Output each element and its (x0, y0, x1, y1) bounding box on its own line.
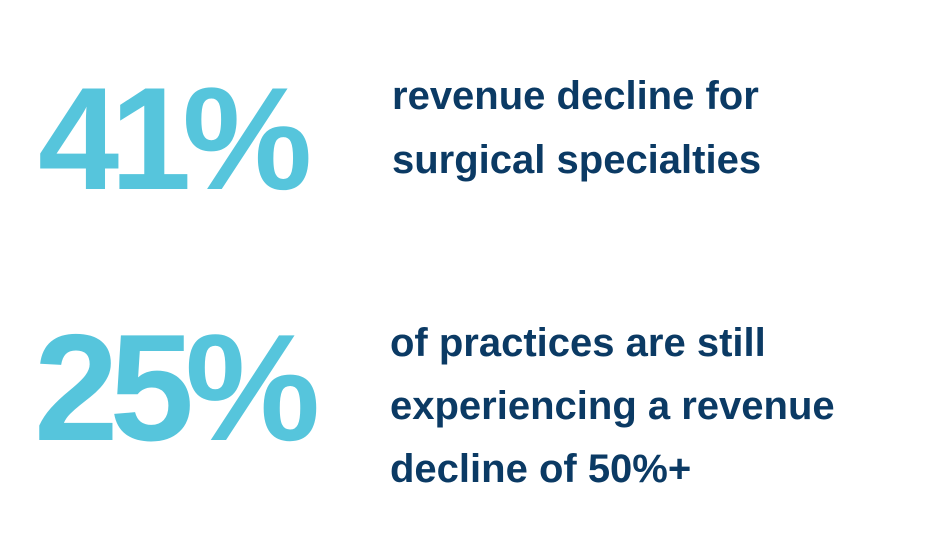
stat-description: surgical specialties (392, 138, 762, 182)
stat-description: revenue decline for (392, 74, 759, 118)
stat-value: 41% (38, 57, 312, 220)
stat-value: 25% (34, 303, 320, 473)
stat-description: of practices are still (390, 321, 766, 365)
stat-description: decline of 50%+ (390, 447, 692, 491)
stat-description: experiencing a revenue (390, 384, 835, 428)
